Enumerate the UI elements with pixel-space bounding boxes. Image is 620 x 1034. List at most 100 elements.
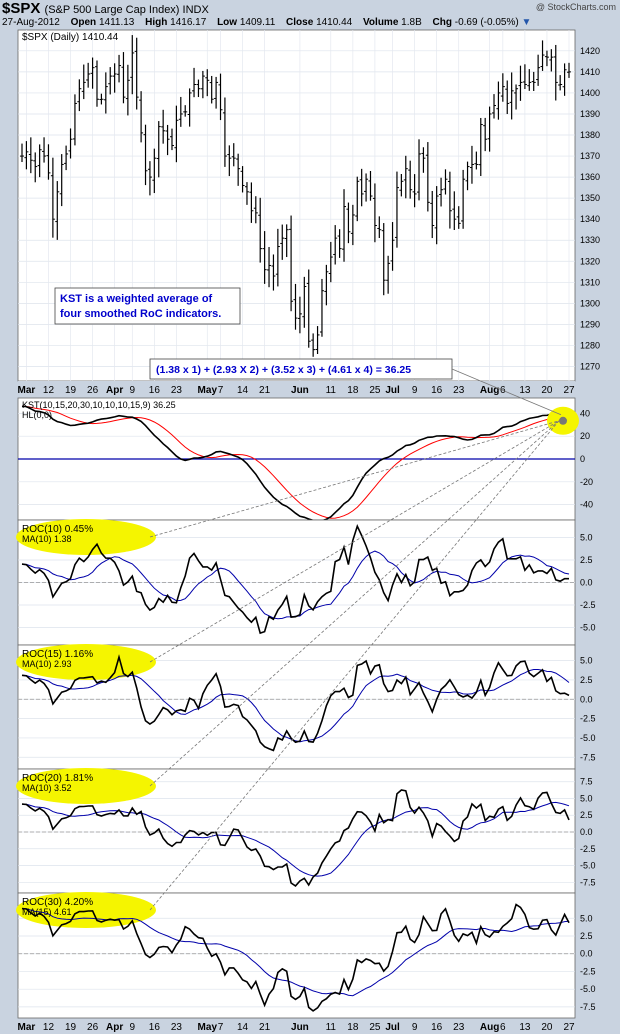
roc-label: ROC(10) 0.45% (22, 524, 93, 535)
price-ytick-label: 1380 (580, 130, 600, 140)
roc-ytick-label: 7.5 (580, 777, 593, 787)
x-tick-label: 18 (347, 385, 359, 396)
x-tick-label: 26 (87, 1022, 99, 1033)
x-tick-label: 11 (326, 385, 337, 396)
roc-line (21, 654, 570, 752)
x-tick-label: 20 (541, 385, 553, 396)
roc-ma-label: MA(10) 2.93 (22, 659, 72, 669)
x-tick-label: Apr (106, 385, 123, 396)
x-tick-label: 12 (43, 385, 55, 396)
price-ytick-label: 1270 (580, 361, 600, 371)
price-ytick-label: 1390 (580, 109, 600, 119)
roc-ytick-label: 0.0 (580, 694, 593, 704)
roc-ytick-label: 2.5 (580, 555, 593, 565)
x-tick-label: 7 (218, 385, 224, 396)
chart-header: $SPX (S&P 500 Large Cap Index) INDX @ St… (0, 0, 620, 30)
roc-ytick-label: 5.0 (580, 533, 593, 543)
x-tick-label: 6 (500, 1022, 506, 1033)
x-tick-label: 11 (326, 1022, 337, 1033)
x-tick-label: Aug (480, 1022, 499, 1033)
low-value: 1409.11 (239, 17, 276, 28)
price-ytick-label: 1340 (580, 214, 600, 224)
low-label: Low (217, 17, 238, 28)
quote-date: 27-Aug-2012 (2, 17, 60, 28)
x-tick-label: 27 (563, 385, 575, 396)
x-tick-label: 23 (171, 1022, 183, 1033)
roc-ytick-label: -5.0 (580, 861, 596, 871)
x-tick-label: 9 (412, 1022, 418, 1033)
connector-line (149, 420, 560, 787)
roc-ytick-label: 2.5 (580, 931, 593, 941)
x-tick-label: 16 (431, 385, 443, 396)
connector-line (149, 420, 560, 911)
kst-endpoint-dot (559, 416, 567, 425)
high-value: 1416.17 (170, 17, 207, 28)
x-tick-label: 23 (171, 385, 183, 396)
kst-note-line-1: KST is a weighted average of (60, 293, 213, 305)
price-ytick-label: 1310 (580, 277, 600, 287)
x-tick-label: 25 (369, 1022, 381, 1033)
roc-label: ROC(30) 4.20% (22, 897, 93, 908)
dropdown-arrow-icon[interactable]: ▼ (521, 17, 532, 28)
roc-ytick-label: 5.0 (580, 793, 593, 803)
x-tick-label: 26 (87, 385, 99, 396)
price-ytick-label: 1410 (580, 67, 600, 77)
high-label: High (145, 17, 168, 28)
roc-ytick-label: -2.5 (580, 966, 596, 976)
quote-bar: 27-Aug-2012 Open 1411.13 High 1416.17 Lo… (2, 17, 531, 28)
formula-text: (1.38 x 1) + (2.93 X 2) + (3.52 x 3) + (… (156, 364, 411, 376)
x-tick-label: 21 (259, 385, 271, 396)
x-tick-label: 19 (65, 385, 77, 396)
roc-ytick-label: 2.5 (580, 810, 593, 820)
x-tick-label: 16 (149, 1022, 161, 1033)
roc-ma-label: MA(10) 3.52 (22, 783, 72, 793)
roc-ytick-label: -2.5 (580, 714, 596, 724)
x-tick-label: 13 (519, 385, 531, 396)
kst-note-box (54, 287, 241, 325)
roc-ytick-label: 0.0 (580, 827, 593, 837)
x-tick-label: 23 (453, 385, 465, 396)
watermark: @ StockCharts.com (535, 2, 616, 12)
symbol: $SPX (2, 0, 41, 17)
roc-label-highlight (16, 768, 156, 804)
connector-line (149, 420, 560, 663)
x-tick-label: 9 (130, 385, 136, 396)
roc-ytick-label: -2.5 (580, 600, 596, 610)
kst-ytick-label: -40 (580, 500, 593, 510)
x-tick-label: May (198, 385, 218, 396)
kst-ytick-label: -20 (580, 477, 593, 487)
x-tick-label: Mar (18, 385, 36, 396)
roc-line (21, 524, 569, 635)
x-tick-label: Apr (106, 1022, 123, 1033)
chg-label: Chg (432, 17, 452, 28)
open-value: 1411.13 (98, 17, 135, 28)
roc-ma-label: MA(15) 4.61 (22, 907, 72, 917)
x-tick-label: 21 (259, 1022, 271, 1033)
x-tick-label: 9 (412, 385, 418, 396)
price-ytick-label: 1370 (580, 151, 600, 161)
price-ytick-label: 1320 (580, 256, 600, 266)
x-tick-label: 14 (237, 385, 249, 396)
price-ytick-label: 1330 (580, 235, 600, 245)
roc-ma-line (21, 801, 570, 877)
connector-line (149, 420, 560, 538)
kst-ytick-label: 20 (580, 431, 590, 441)
roc-line (21, 903, 570, 1012)
x-tick-label: 12 (43, 1022, 55, 1033)
roc-ytick-label: -7.5 (580, 877, 596, 887)
x-tick-label: Mar (18, 1022, 36, 1033)
x-tick-label: 23 (453, 1022, 465, 1033)
roc-line (21, 789, 570, 887)
x-tick-label: 13 (519, 1022, 531, 1033)
price-ytick-label: 1300 (580, 298, 600, 308)
x-tick-label: 9 (130, 1022, 136, 1033)
x-tick-label: Aug (480, 385, 499, 396)
roc-label-highlight (16, 519, 156, 555)
volume-value: 1.8B (401, 17, 422, 28)
roc-ytick-label: 0.0 (580, 949, 593, 959)
price-ytick-label: 1400 (580, 88, 600, 98)
price-ytick-label: 1350 (580, 193, 600, 203)
kst-label: KST(10,15,20,30,10,10,10,15,9) 36.25 (22, 400, 176, 410)
